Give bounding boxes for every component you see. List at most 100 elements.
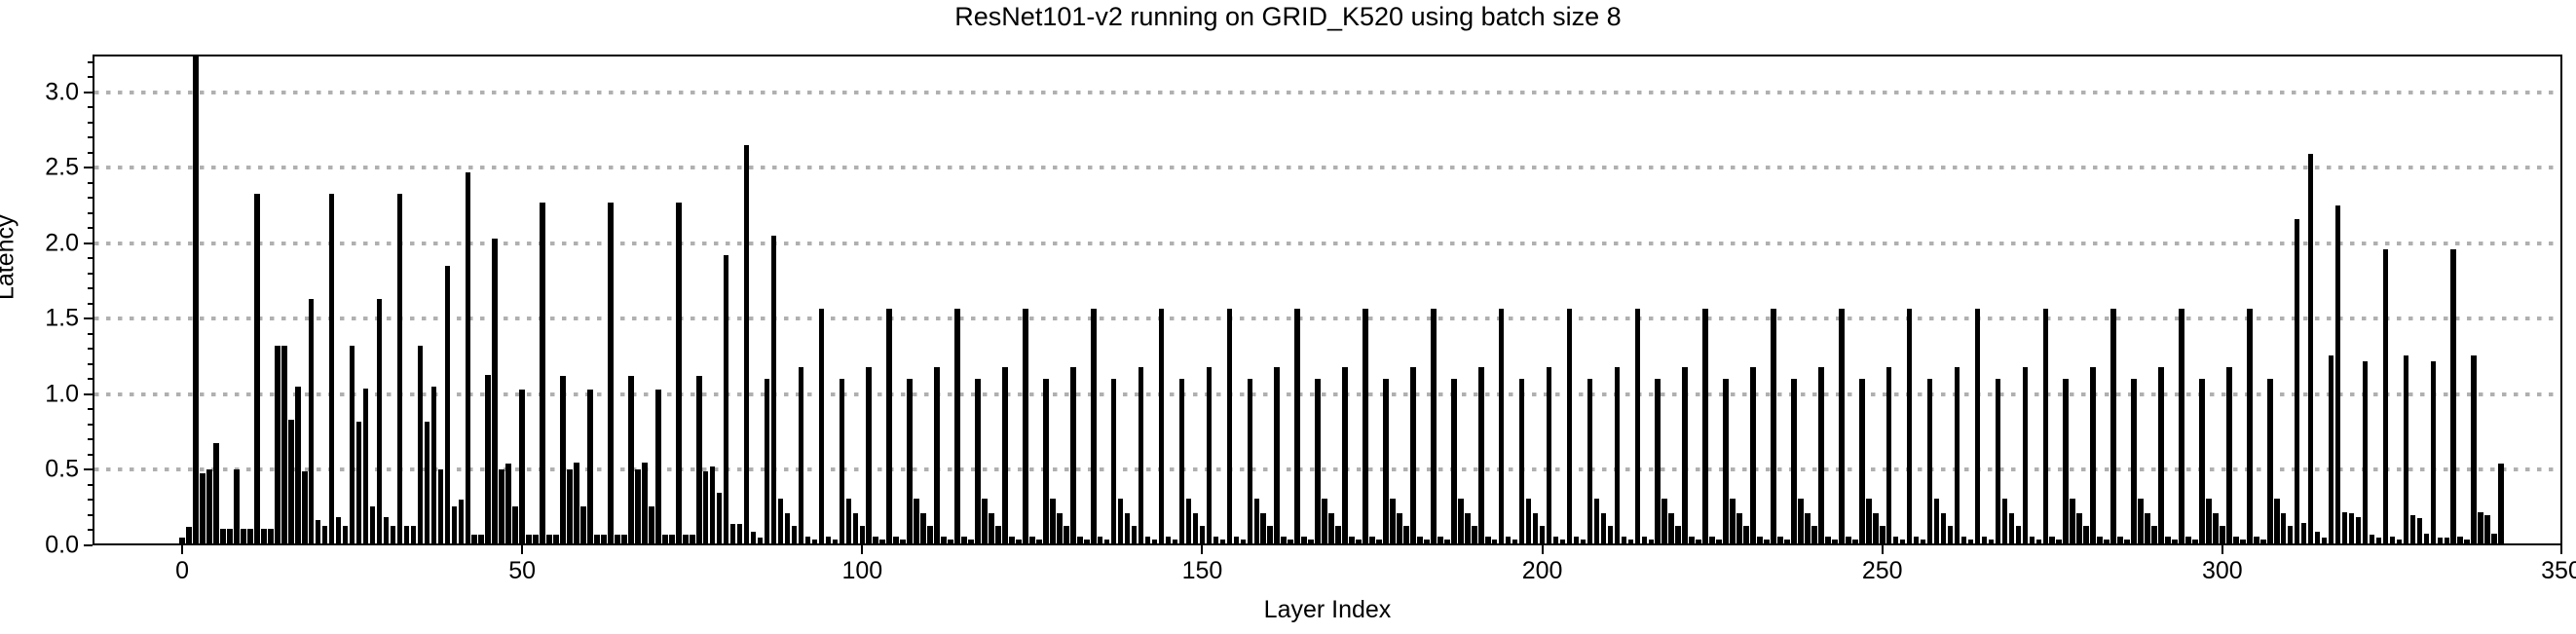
bar	[430, 387, 437, 545]
bar	[1885, 367, 1892, 545]
bar	[2117, 536, 2123, 545]
bar	[914, 498, 919, 545]
y-axis-minor-tick	[88, 408, 93, 411]
y-axis-minor-tick	[88, 287, 93, 290]
bar	[1892, 536, 1899, 545]
bar	[2375, 538, 2382, 545]
bar	[526, 535, 532, 545]
bar	[1634, 308, 1641, 545]
bar	[261, 528, 267, 545]
bar	[1512, 539, 1518, 545]
bar	[1587, 379, 1593, 545]
bar	[1178, 379, 1185, 545]
bar	[2056, 539, 2063, 545]
bar	[1308, 539, 1314, 545]
bar	[1267, 525, 1274, 545]
bar	[1464, 513, 1471, 545]
x-axis-tick-label: 350	[2541, 557, 2576, 584]
bar	[335, 516, 342, 545]
bar	[2220, 525, 2225, 545]
x-axis-tick	[2221, 545, 2223, 554]
bar	[1505, 536, 1512, 545]
bar	[1974, 308, 1981, 545]
bar	[1124, 513, 1131, 545]
bar	[879, 539, 886, 545]
bar	[2382, 249, 2389, 545]
gridline	[94, 90, 2560, 94]
x-axis-tick	[2560, 545, 2562, 554]
bar	[287, 420, 294, 545]
bar	[886, 308, 893, 545]
bar	[471, 535, 478, 545]
bar	[825, 536, 832, 545]
bar	[294, 387, 301, 545]
y-axis-minor-tick	[88, 362, 93, 365]
bar	[1342, 367, 1348, 545]
bar	[2213, 513, 2219, 545]
bar	[1539, 525, 1546, 545]
bar	[1158, 308, 1165, 545]
bar	[220, 528, 226, 545]
bar	[1491, 539, 1498, 545]
bar	[1397, 513, 1402, 545]
bar	[349, 346, 355, 545]
y-axis-minor-tick	[88, 499, 93, 502]
y-axis-minor-tick	[88, 513, 93, 516]
bar	[505, 464, 511, 545]
bar	[2409, 515, 2416, 545]
bar	[804, 536, 811, 545]
right-spine	[2560, 55, 2562, 545]
bar	[580, 505, 586, 545]
bar	[839, 379, 845, 545]
y-axis-tick-label: 2.5	[45, 153, 79, 181]
bar	[2063, 379, 2070, 545]
bar	[2341, 511, 2348, 545]
bar	[2266, 379, 2273, 545]
bar	[1832, 539, 1838, 545]
y-axis-tick-label: 0.0	[45, 531, 79, 559]
bar	[1281, 536, 1288, 545]
bar	[655, 390, 661, 545]
x-axis-tick	[181, 545, 184, 554]
bar	[1083, 539, 1090, 545]
bar	[560, 376, 566, 545]
bar	[369, 505, 376, 545]
x-axis-tick	[861, 545, 864, 554]
y-axis-minor-tick	[88, 181, 93, 184]
bar	[784, 513, 791, 545]
bar	[1233, 536, 1240, 545]
y-axis-minor-tick	[88, 438, 93, 441]
bar	[1471, 525, 1477, 545]
bar	[1648, 539, 1655, 545]
bar	[2280, 513, 2287, 545]
y-axis-minor-tick	[88, 197, 93, 200]
bar	[247, 528, 253, 545]
bar	[315, 519, 321, 545]
bar	[1484, 536, 1491, 545]
bar	[1328, 513, 1334, 545]
bar	[1825, 536, 1831, 545]
y-axis-minor-tick	[88, 453, 93, 456]
bar	[1260, 513, 1267, 545]
bar	[2430, 360, 2437, 545]
bar	[866, 367, 873, 545]
bar	[2444, 538, 2450, 545]
bar	[2206, 498, 2212, 545]
bar	[342, 525, 349, 545]
bar	[1839, 308, 1845, 545]
bar	[2131, 379, 2137, 545]
y-axis-minor-tick	[88, 272, 93, 275]
bar	[227, 528, 233, 545]
bar	[2049, 536, 2056, 545]
bar	[621, 535, 627, 545]
bar	[417, 346, 424, 545]
bar	[1777, 536, 1783, 545]
bar	[301, 471, 308, 545]
bar	[2389, 536, 2396, 545]
bar	[268, 528, 274, 545]
bar	[533, 535, 539, 545]
bar	[1661, 498, 1668, 545]
bar	[1457, 498, 1464, 545]
bar	[1431, 308, 1437, 545]
bar	[1063, 525, 1069, 545]
